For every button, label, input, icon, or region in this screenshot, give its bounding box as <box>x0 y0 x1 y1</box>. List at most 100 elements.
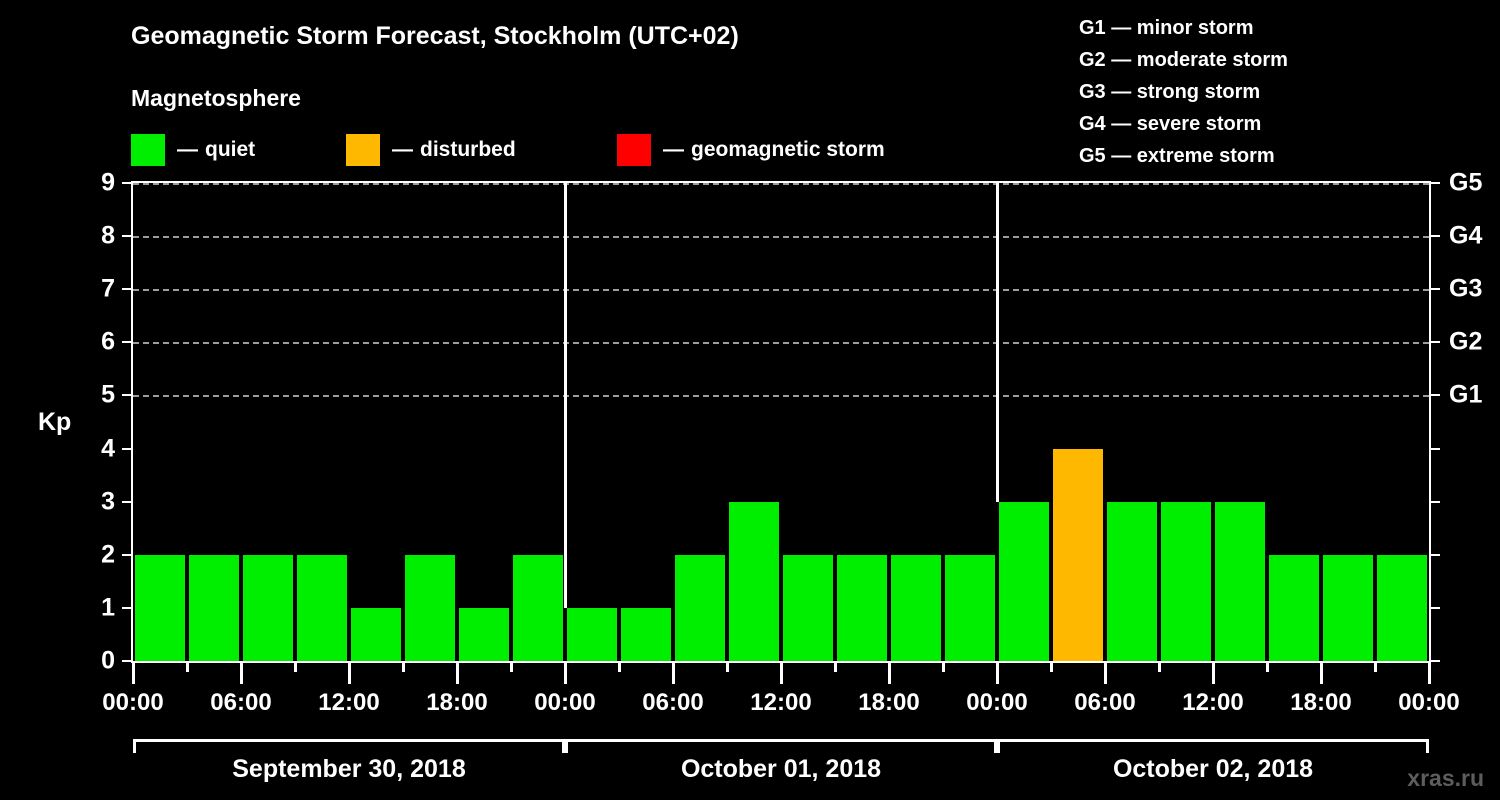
legend-dash: — <box>392 138 413 161</box>
x-tick-16 <box>995 661 999 684</box>
bar-kp[interactable] <box>459 607 509 661</box>
day-band-1 <box>133 739 565 753</box>
bar-kp[interactable] <box>999 501 1049 661</box>
bar-kp[interactable] <box>297 554 347 661</box>
bar-kp[interactable] <box>1161 501 1211 661</box>
y-label-left-4: 4 <box>101 434 115 463</box>
gridline-kp-6 <box>133 342 1429 345</box>
y-tick-left-7 <box>122 288 133 291</box>
orange-swatch-icon <box>346 134 380 166</box>
x-tick-21 <box>1265 661 1269 672</box>
day-label-1: September 30, 2018 <box>232 755 466 783</box>
x-tick-17 <box>1049 661 1053 672</box>
plot-inner: 0 1 2 3 4 5 6 7 8 9 G1 G2 G3 G4 G5 00:00 06:00 12:00 18:00… <box>101 169 1482 717</box>
y-label-left-9: 9 <box>101 168 115 197</box>
x-tick-22 <box>1319 661 1323 684</box>
x-label-2: 12:00 <box>318 689 380 716</box>
bar-kp[interactable] <box>1269 554 1319 661</box>
bar-kp[interactable] <box>513 554 563 661</box>
bar-kp[interactable] <box>1107 501 1157 661</box>
x-tick-7 <box>509 661 513 672</box>
x-tick-23 <box>1373 661 1377 672</box>
bar-kp[interactable] <box>729 501 779 661</box>
legend-dash: — <box>177 138 198 161</box>
y-label-left-5: 5 <box>101 380 115 409</box>
day-separator-1 <box>563 183 567 608</box>
y-tick-left-8 <box>122 235 133 238</box>
legend-item-quiet: — quiet <box>131 133 255 167</box>
y-label-right-G5: G5 <box>1449 168 1483 197</box>
x-label-7: 18:00 <box>858 689 920 716</box>
legend-label: geomagnetic storm <box>691 138 885 161</box>
x-tick-19 <box>1157 661 1161 672</box>
y-tick-right-5 <box>1429 394 1440 397</box>
y-tick-right-0 <box>1429 660 1440 662</box>
x-label-3: 18:00 <box>426 689 488 716</box>
bar-kp[interactable] <box>567 607 617 661</box>
legend-label: disturbed <box>420 138 516 161</box>
x-tick-13 <box>833 661 837 672</box>
bar-kp[interactable] <box>351 607 401 661</box>
y-label-left-1: 1 <box>101 593 115 622</box>
y-label-left-7: 7 <box>101 274 115 303</box>
y-tick-left-5 <box>122 394 133 397</box>
legend-item-geomagnetic-storm: — geomagnetic storm <box>617 133 885 167</box>
red-swatch-icon <box>617 134 651 166</box>
bar-kp[interactable] <box>945 554 995 661</box>
plot-area: 0 1 2 3 4 5 6 7 8 9 G1 G2 G3 G4 G5 00:00 06:00 12:00 18:00… <box>101 169 1482 717</box>
bar-kp[interactable] <box>783 554 833 661</box>
gridline-kp-7 <box>133 289 1429 292</box>
bar-kp[interactable] <box>405 554 455 661</box>
bar-kp[interactable] <box>1215 501 1265 661</box>
y-label-left-3: 3 <box>101 487 115 516</box>
y-tick-left-4 <box>122 447 133 450</box>
x-label-10: 12:00 <box>1182 689 1244 716</box>
x-tick-0 <box>131 661 135 684</box>
day-label-2: October 01, 2018 <box>680 755 882 783</box>
bar-kp[interactable] <box>1377 554 1427 661</box>
y-tick-left-3 <box>122 500 133 503</box>
g-legend-row-5: G5 — extreme storm <box>1079 145 1275 167</box>
y-tick-right-2 <box>1429 553 1440 556</box>
gridline-kp-5 <box>133 395 1429 398</box>
x-tick-10 <box>671 661 675 684</box>
x-label-0: 00:00 <box>102 689 164 716</box>
x-label-11: 18:00 <box>1290 689 1352 716</box>
gridline-kp-8 <box>133 236 1429 239</box>
x-tick-18 <box>1103 661 1107 684</box>
page-title: Geomagnetic Storm Forecast, Stockholm (U… <box>131 22 739 50</box>
g-legend-row-4: G4 — severe storm <box>1079 113 1262 135</box>
y-tick-right-9 <box>1429 182 1440 184</box>
y-label-left-8: 8 <box>101 221 115 250</box>
bar-kp[interactable] <box>189 554 239 661</box>
chart-subtitle: Magnetosphere <box>131 85 301 111</box>
x-tick-3 <box>293 661 297 672</box>
x-tick-15 <box>941 661 945 672</box>
day-separator-2 <box>995 183 999 502</box>
bar-kp[interactable] <box>837 554 887 661</box>
y-tick-right-7 <box>1429 288 1440 291</box>
bar-kp[interactable] <box>135 554 185 661</box>
y-label-right-G1: G1 <box>1449 380 1483 409</box>
x-tick-14 <box>887 661 891 684</box>
y-axis-title: Kp <box>38 408 72 436</box>
y-label-right-G3: G3 <box>1449 274 1483 303</box>
y-tick-left-6 <box>122 341 133 344</box>
y-tick-left-0 <box>122 660 133 662</box>
y-tick-left-1 <box>122 606 133 609</box>
bar-kp[interactable] <box>891 554 941 661</box>
y-tick-right-1 <box>1429 606 1440 609</box>
bar-kp[interactable] <box>675 554 725 661</box>
green-swatch-icon <box>131 134 165 166</box>
x-tick-11 <box>725 661 729 672</box>
y-label-left-0: 0 <box>101 646 115 675</box>
x-label-9: 06:00 <box>1074 689 1136 716</box>
legend-label: quiet <box>205 138 256 161</box>
gridline-kp-9 <box>133 183 1429 185</box>
x-tick-12 <box>779 661 783 684</box>
bar-kp[interactable] <box>1323 554 1373 661</box>
g-legend-row-3: G3 — strong storm <box>1079 81 1261 103</box>
bar-kp[interactable] <box>621 607 671 661</box>
bar-kp[interactable] <box>243 554 293 661</box>
bar-kp[interactable] <box>1053 448 1103 661</box>
